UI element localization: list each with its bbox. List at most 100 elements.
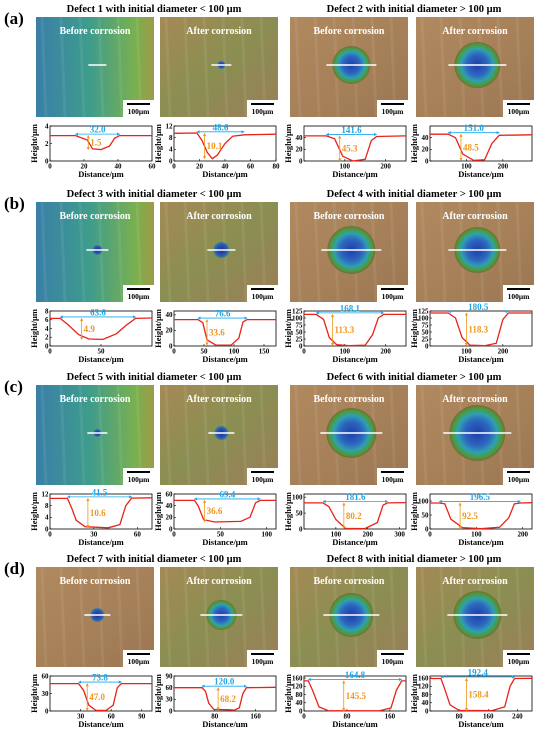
texture-streak xyxy=(420,384,428,486)
y-axis-title: Height/μm xyxy=(283,674,293,713)
image-caption: After corrosion xyxy=(186,576,252,587)
texture-streak xyxy=(240,566,248,668)
y-tick-label: 40 xyxy=(296,134,304,142)
y-tick-label: 125 xyxy=(418,307,429,315)
texture-streak xyxy=(183,16,191,118)
scale-label: 100μm xyxy=(128,292,151,301)
texture-streak xyxy=(240,201,248,303)
texture-streak xyxy=(116,201,124,303)
scale-label: 100μm xyxy=(508,475,531,484)
panel-4: After corrosion 100μm 0 20 40 100 200Distance/… xyxy=(409,16,534,179)
profile-chart: 0 20 40 60 0 50 100 Distance/μm Height/μm 69.4 36.… xyxy=(153,489,277,547)
width-label: 76.6 xyxy=(215,309,231,319)
row-2: (b) Defect 3 with initial diameter < 100 … xyxy=(4,189,534,364)
scale-label: 100μm xyxy=(252,107,275,116)
width-label: 151.0 xyxy=(464,123,485,133)
y-tick-label: 100 xyxy=(292,314,303,322)
width-label: 32.0 xyxy=(90,125,106,135)
texture-streak xyxy=(78,566,86,668)
depth-label: 47.0 xyxy=(89,692,105,702)
plot-frame xyxy=(429,125,533,162)
width-label: 164.8 xyxy=(345,670,366,680)
figure-content: (a) Defect 1 with initial diameter < 100 … xyxy=(4,4,534,729)
x-tick-label: 0 xyxy=(302,348,306,356)
x-axis-title: Distance/μm xyxy=(202,719,247,727)
x-tick-label: 30 xyxy=(77,713,85,721)
y-tick-label: 6 xyxy=(45,316,49,324)
y-tick-label: 160 xyxy=(418,674,429,682)
y-tick-label: 40 xyxy=(422,134,430,142)
row-1: (a) Defect 1 with initial diameter < 100 … xyxy=(4,4,534,179)
depth-label: 68.2 xyxy=(220,694,236,704)
y-tick-label: 60 xyxy=(166,490,174,498)
profile-line xyxy=(430,502,533,530)
texture-streak xyxy=(240,16,248,118)
depth-label: 45.3 xyxy=(342,143,358,153)
x-axis-title: Distance/μm xyxy=(332,537,377,547)
y-tick-label: 2 xyxy=(45,140,49,148)
x-tick-label: 0 xyxy=(172,531,176,539)
scale-label: 100μm xyxy=(508,657,531,666)
y-tick-label: 90 xyxy=(166,672,174,680)
y-tick-label: 4 xyxy=(169,146,173,154)
texture-streak xyxy=(221,16,229,118)
texture-streak xyxy=(313,201,321,303)
y-axis-title: Height/μm xyxy=(29,124,39,163)
profile-line xyxy=(304,135,407,162)
x-tick-label: 80 xyxy=(211,713,219,721)
y-tick-label: 0 xyxy=(45,707,49,715)
x-axis-title: Distance/μm xyxy=(332,354,377,364)
image-caption: Before corrosion xyxy=(313,211,384,222)
texture-streak xyxy=(439,16,447,118)
profile-line xyxy=(173,132,277,160)
texture-streak xyxy=(370,566,378,668)
x-tick-label: 80 xyxy=(273,163,281,171)
x-axis-title: Distance/μm xyxy=(458,537,503,547)
texture-streak xyxy=(164,384,172,486)
image-caption: Before corrosion xyxy=(313,394,384,405)
depth-label: 118.3 xyxy=(468,324,488,334)
x-axis-title: Distance/μm xyxy=(202,169,247,179)
x-tick-label: 100 xyxy=(331,531,342,539)
row-3: (c) Defect 5 with initial diameter < 100 … xyxy=(4,372,534,547)
y-tick-label: 30 xyxy=(166,696,174,704)
texture-streak xyxy=(202,201,210,303)
x-tick-label: 0 xyxy=(48,348,52,356)
y-tick-label: 0 xyxy=(169,525,173,533)
y-tick-label: 80 xyxy=(296,691,304,699)
y-tick-label: 0 xyxy=(425,707,429,715)
width-label: 181.6 xyxy=(345,492,366,502)
panel-3: Before corrosion 100μm 0 20 40 100 200Distance… xyxy=(283,16,408,179)
width-label: 192.4 xyxy=(468,667,489,677)
y-axis-title: Height/μm xyxy=(409,124,419,163)
profile-line xyxy=(430,312,532,347)
y-tick-label: 0 xyxy=(299,157,303,165)
x-tick-label: 60 xyxy=(134,531,142,539)
texture-streak xyxy=(164,16,172,118)
plot-frame xyxy=(49,493,153,530)
y-tick-label: 0 xyxy=(45,342,49,350)
y-axis-title: Height/μm xyxy=(29,492,39,531)
texture-streak xyxy=(202,566,210,668)
profile-chart: 0 50 100 0 100 200 Distance/μm Height/μm 196.5 92… xyxy=(409,492,533,547)
image-caption: After corrosion xyxy=(186,394,252,405)
plot-frame xyxy=(173,675,277,712)
y-tick-label: 8 xyxy=(45,502,49,510)
panel-1: Before corrosion 100μm 0 4 8 12 0 30 60 Distance/… xyxy=(29,384,154,547)
x-axis-title: Distance/μm xyxy=(78,354,123,364)
depth-label: 10.6 xyxy=(90,508,106,518)
texture-streak xyxy=(116,16,124,118)
y-tick-label: 125 xyxy=(292,307,303,315)
profile-line xyxy=(304,501,407,530)
texture-streak xyxy=(183,201,191,303)
x-tick-label: 100 xyxy=(340,163,351,171)
x-tick-label: 60 xyxy=(149,163,157,171)
y-tick-label: 25 xyxy=(422,335,430,343)
texture-streak xyxy=(420,566,428,668)
x-tick-label: 100 xyxy=(340,348,351,356)
profile-line xyxy=(430,133,533,162)
y-axis-title: Height/μm xyxy=(153,674,163,713)
